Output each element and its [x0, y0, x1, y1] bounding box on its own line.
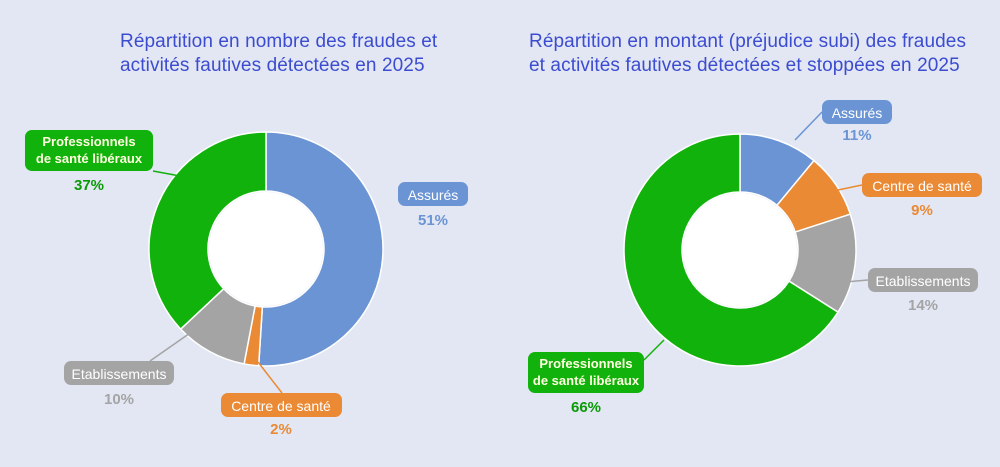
chart-2-label-pill-assures	[822, 100, 892, 124]
chart-2-slices	[623, 133, 857, 367]
chart-1-title-line-2: activités fautives détectées en 2025	[120, 55, 425, 76]
chart-2-label-text-assures: Assurés	[832, 105, 883, 121]
chart-1-label-text-centre-de-sante: Centre de santé	[231, 398, 331, 414]
chart-1-label-pill-centre-de-sante	[221, 393, 342, 417]
chart-2-label-pill-professionnels	[528, 352, 644, 393]
chart-2-donut-hole	[683, 193, 797, 307]
chart-1-value-label-centre-de-sante: 2%	[270, 421, 292, 438]
chart-2-value-label-etablissements: 14%	[908, 297, 938, 314]
chart-1-leader-professionnels	[152, 170, 181, 177]
chart-2-label-assures: Assurés 11%	[794, 100, 892, 144]
chart-2-value-label-centre-de-sante: 9%	[911, 202, 933, 219]
chart-2-label-pill-etablissements	[868, 268, 978, 292]
chart-1-title-line-1: Répartition en nombre des fraudes et	[120, 31, 438, 52]
chart-2-leader-professionnels	[643, 339, 665, 361]
chart-1-label-assures: Assurés 51%	[398, 182, 468, 229]
chart-1-slice-assures	[257, 131, 384, 367]
chart-2-label-text-centre-de-sante: Centre de santé	[872, 178, 972, 194]
chart-1-leader-centre-de-sante	[257, 361, 283, 394]
chart-1-label-text-assures: Assurés	[408, 187, 459, 203]
chart-1-slice-professionnels	[148, 131, 267, 331]
chart-1-label-pill-etablissements	[64, 361, 174, 385]
chart-2-leader-assures	[794, 111, 823, 141]
chart-2-label-text-etablissements: Etablissements	[876, 273, 971, 289]
chart-1-label-text-professionnels-2: de santé libéraux	[36, 151, 143, 166]
chart-2-title-line-2: et activités fautives détectées et stopp…	[529, 55, 960, 76]
chart-2-leader-etablissements	[844, 279, 869, 283]
chart-1-value-label-assures: 51%	[418, 212, 448, 229]
chart-1-label-text-etablissements: Etablissements	[72, 366, 167, 382]
chart-2-label-centre-de-sante: Centre de santé 9%	[837, 173, 982, 219]
chart-1-leader-etablissements	[149, 323, 204, 362]
chart-2-leader-centre-de-sante	[837, 184, 863, 191]
chart-2-value-label-professionnels: 66%	[571, 399, 601, 416]
chart-1-label-pill-professionnels	[25, 130, 153, 171]
chart-2-label-text-professionnels-2: de santé libéraux	[533, 373, 640, 388]
chart-2-label-text-professionnels-1: Professionnels	[539, 356, 632, 371]
chart-1-slices	[148, 131, 384, 367]
chart-1-donut-hole	[209, 192, 323, 306]
chart-1-label-pill-assures	[398, 182, 468, 206]
chart-1-label-etablissements: Etablissements 10%	[64, 323, 204, 408]
chart-1-title: Répartition en nombre des fraudes et act…	[120, 30, 437, 78]
chart-1-label-professionnels: Professionnels de santé libéraux 37%	[25, 130, 181, 194]
chart-2-title: Répartition en montant (préjudice subi) …	[529, 30, 966, 78]
chart-2-label-professionnels: Professionnels de santé libéraux 66%	[528, 339, 665, 416]
chart-1-value-label-etablissements: 10%	[104, 391, 134, 408]
chart-1-label-text-professionnels-1: Professionnels	[42, 134, 135, 149]
chart-2-slice-professionnels	[623, 133, 839, 367]
chart-2-value-label-assures: 11%	[842, 127, 871, 144]
chart-2-title-line-1: Répartition en montant (préjudice subi) …	[529, 31, 967, 52]
chart-2-label-pill-centre-de-sante	[862, 173, 982, 197]
chart-2-label-etablissements: Etablissements 14%	[844, 268, 978, 314]
chart-1-label-centre-de-sante: Centre de santé 2%	[221, 361, 342, 438]
chart-1-value-label-professionnels: 37%	[74, 177, 104, 194]
